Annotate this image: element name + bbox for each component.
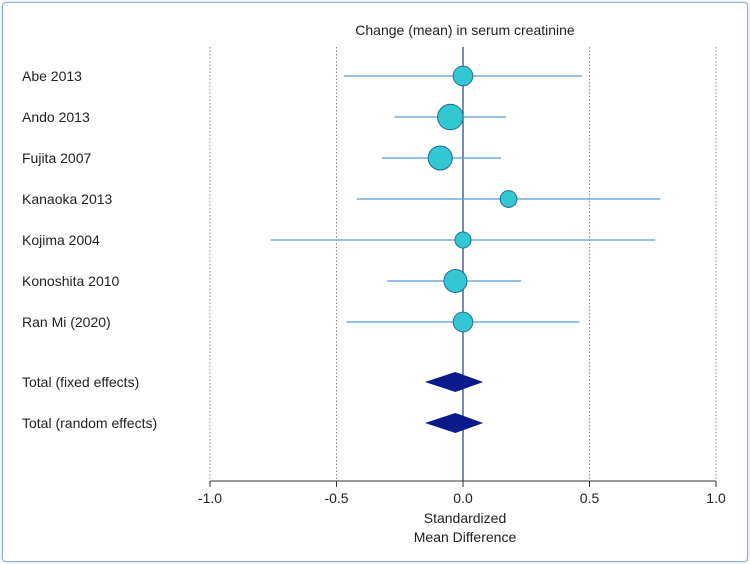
chart-title: Change (mean) in serum creatinine [355, 22, 575, 38]
forest-plot: Change (mean) in serum creatinine -1.0 -0… [22, 22, 726, 545]
study-label: Ran Mi (2020) [22, 314, 111, 330]
x-tick-label: -0.5 [324, 490, 348, 506]
x-tick-labels: -1.0 -0.5 0.0 0.5 1.0 [198, 490, 726, 506]
pooled-effect-diamond [425, 372, 484, 392]
study-label: Abe 2013 [22, 68, 82, 84]
effect-marker [427, 145, 453, 171]
x-axis-label-line1: Standardized [424, 510, 507, 526]
effect-marker [452, 65, 474, 87]
study-label: Fujita 2007 [22, 150, 91, 166]
study-label: Ando 2013 [22, 109, 90, 125]
study-label: Konoshita 2010 [22, 273, 120, 289]
effect-marker [454, 231, 472, 249]
x-tick-label: 0.0 [453, 490, 473, 506]
study-label: Kanaoka 2013 [22, 191, 113, 207]
total-label: Total (fixed effects) [22, 374, 139, 390]
effect-marker [452, 311, 474, 333]
grid-lines [209, 47, 717, 481]
study-labels: Abe 2013 Ando 2013 Fujita 2007 Kanaoka 2013… [22, 68, 157, 431]
effect-marker [437, 103, 464, 131]
study-marks [270, 65, 661, 333]
x-tick-label: 1.0 [706, 490, 726, 506]
x-axis-label-line2: Mean Difference [414, 529, 517, 545]
pooled-effect-diamond [425, 413, 484, 433]
study-label: Kojima 2004 [22, 232, 100, 248]
effect-marker [499, 190, 518, 208]
total-marks [425, 372, 484, 433]
x-tick-label: -1.0 [198, 490, 222, 506]
x-axis [209, 480, 717, 487]
x-tick-label: 0.5 [580, 490, 600, 506]
effect-marker [443, 268, 468, 294]
total-label: Total (random effects) [22, 415, 157, 431]
